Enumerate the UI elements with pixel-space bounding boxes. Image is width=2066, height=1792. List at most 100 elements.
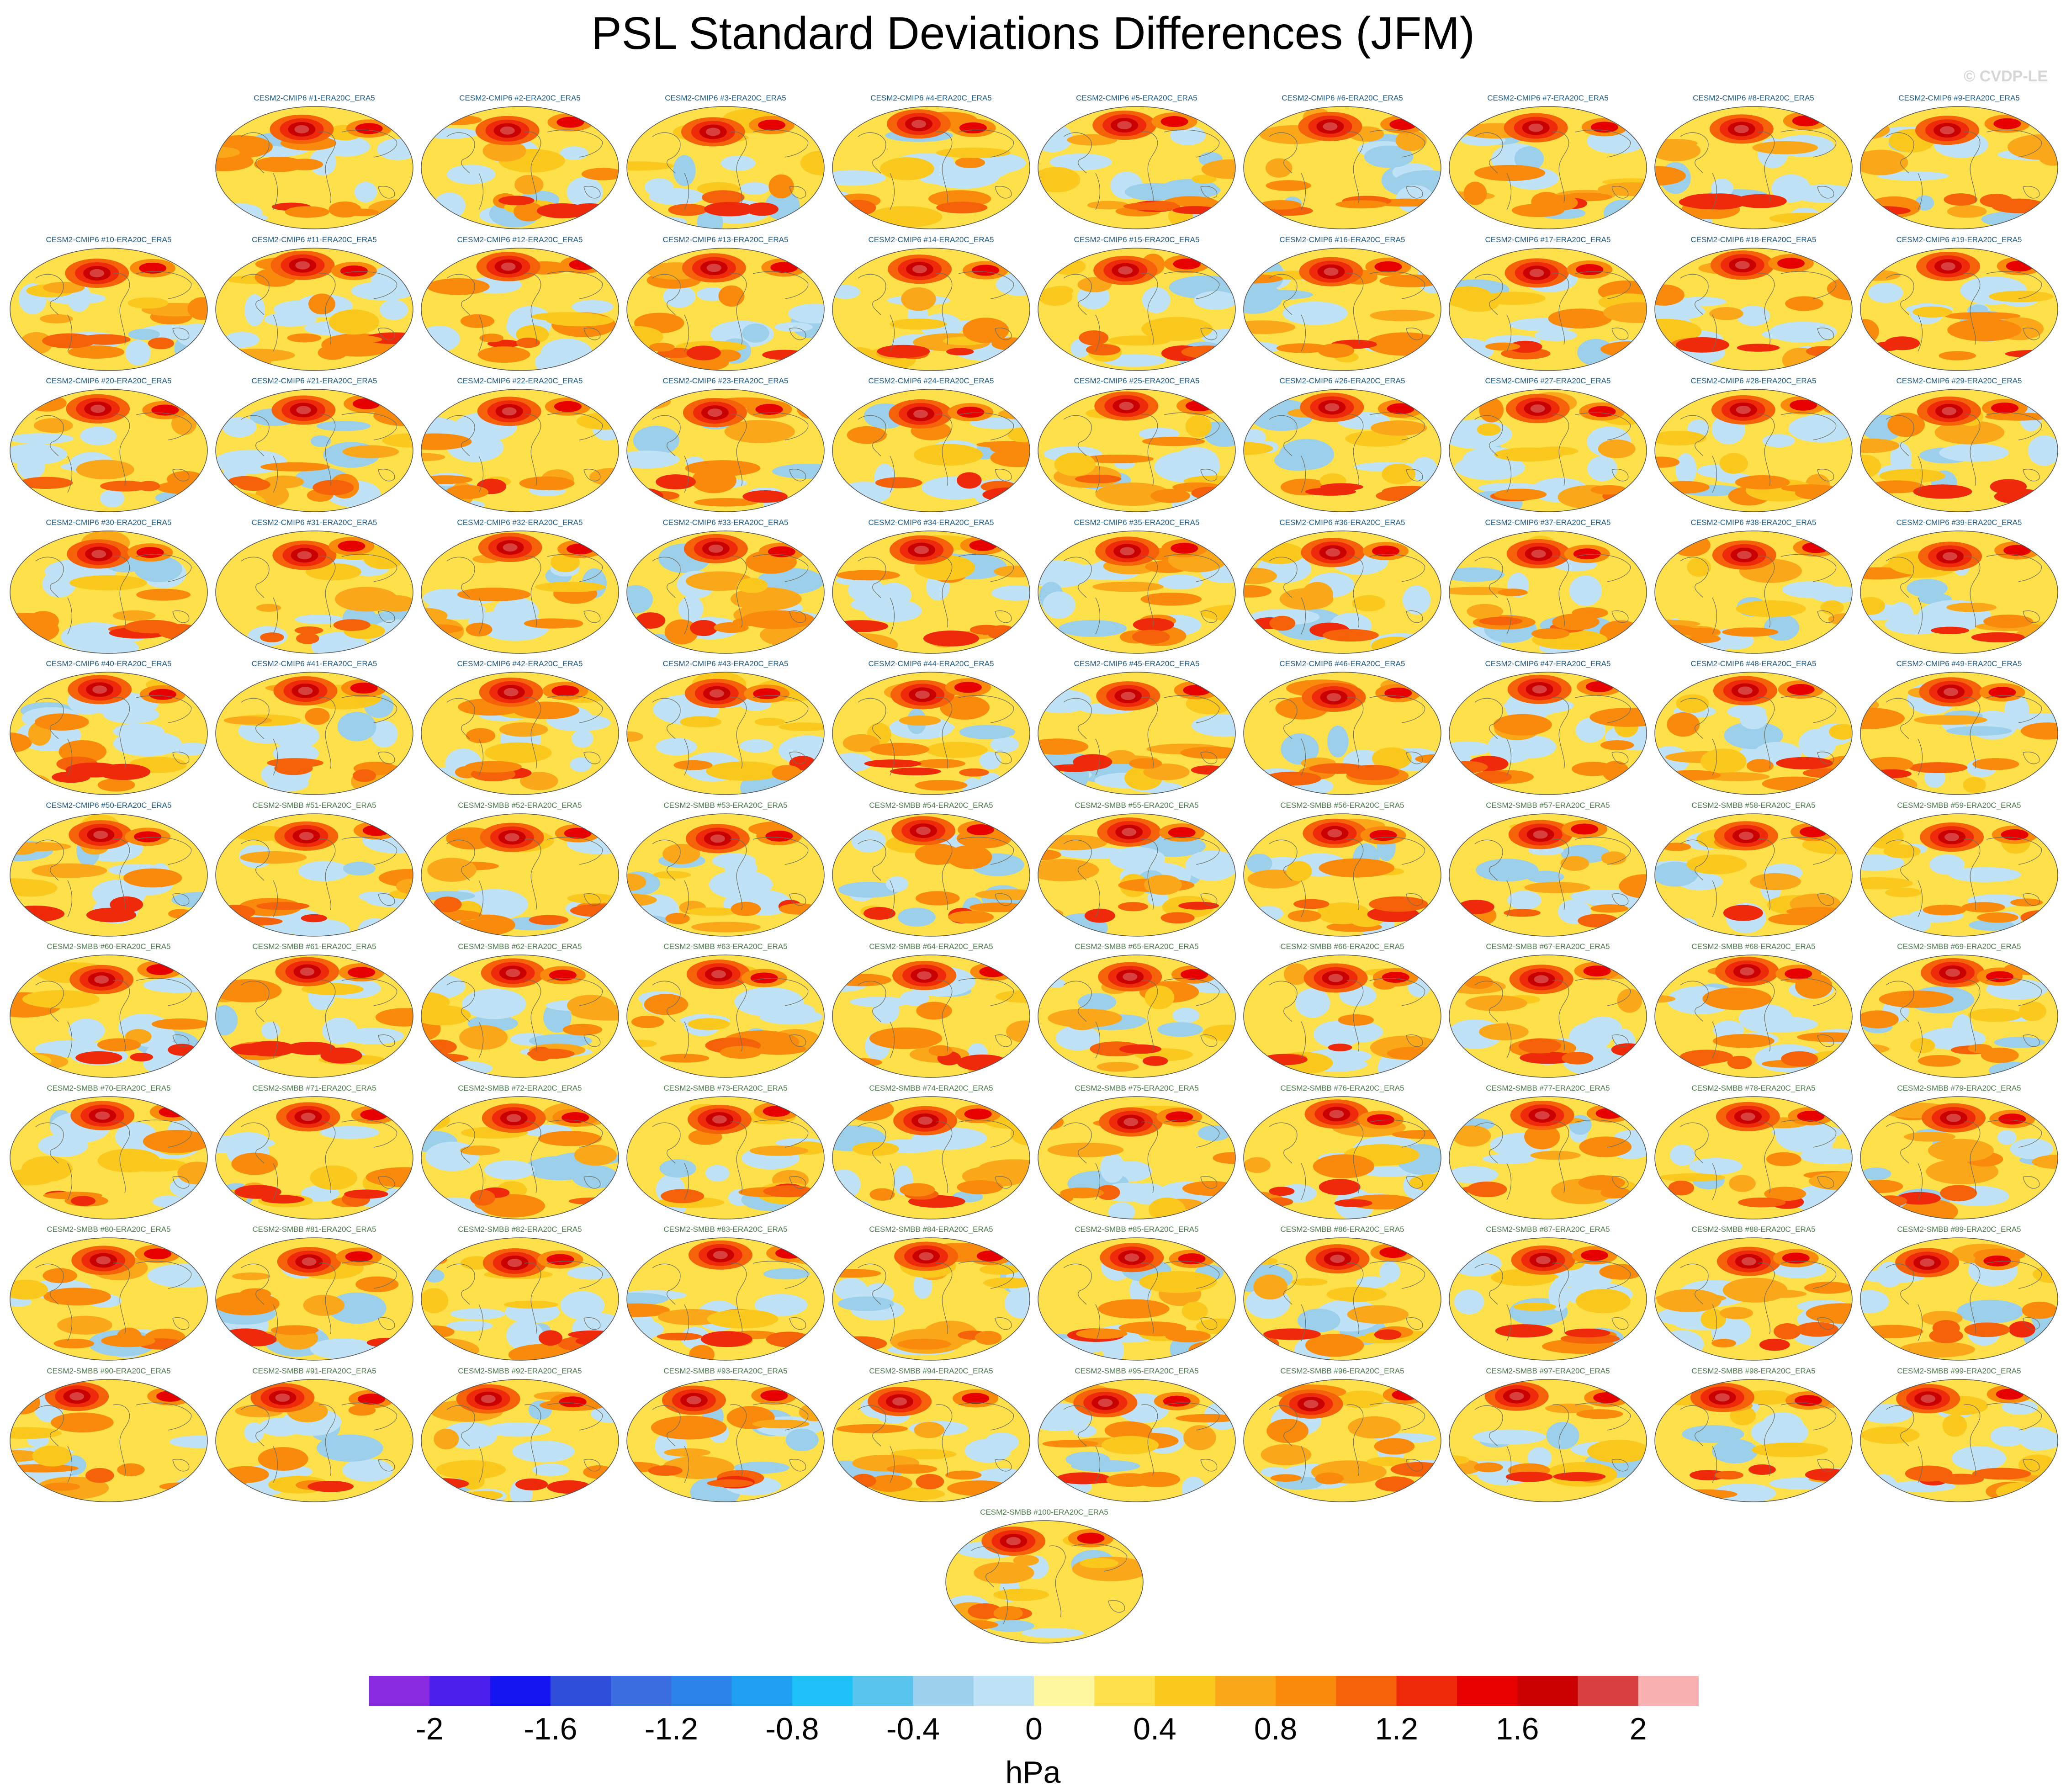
positive-anomaly-patch — [97, 778, 135, 792]
negative-anomaly-patch — [1108, 1202, 1135, 1219]
map-globe — [1654, 530, 1853, 654]
negative-anomaly-patch — [1682, 1425, 1744, 1443]
positive-anomaly-patch — [955, 157, 985, 168]
north-atlantic-maximum — [964, 1108, 992, 1119]
positive-anomaly-patch — [1006, 1020, 1030, 1043]
positive-anomaly-patch — [1600, 1187, 1631, 1198]
negative-anomaly-patch — [697, 209, 723, 229]
map-border — [10, 530, 208, 654]
panel-title: CESM2-CMIP6 #40-ERA20C_ERA5 — [46, 659, 172, 668]
map-globe — [10, 247, 208, 371]
north-atlantic-maximum — [1792, 115, 1820, 127]
map-panel: CESM2-SMBB #97-ERA20C_ERA5 — [1447, 1367, 1648, 1508]
north-pacific-maximum — [1529, 268, 1544, 277]
negative-anomaly-patch — [740, 739, 773, 753]
coastline — [1506, 314, 1511, 351]
coastline — [1918, 1163, 1923, 1200]
panel-title: CESM2-CMIP6 #3-ERA20C_ERA5 — [665, 94, 786, 102]
north-pacific-maximum — [1940, 126, 1955, 135]
positive-anomaly-patch — [1655, 430, 1706, 445]
panel-title: CESM2-SMBB #84-ERA20C_ERA5 — [869, 1225, 993, 1234]
map-border — [1654, 1096, 1853, 1219]
map-globe — [10, 389, 208, 512]
map-panel: CESM2-CMIP6 #5-ERA20C_ERA5 — [1036, 94, 1237, 235]
map-globe — [1243, 106, 1441, 229]
positive-anomaly-patch — [915, 779, 968, 791]
positive-anomaly-patch — [479, 333, 503, 342]
positive-anomaly-patch — [499, 722, 548, 737]
negative-anomaly-patch — [1670, 1144, 1695, 1166]
positive-anomaly-patch — [470, 1189, 495, 1206]
positive-anomaly-patch — [1752, 1442, 1828, 1457]
map-panel: CESM2-CMIP6 #26-ERA20C_ERA5 — [1242, 376, 1443, 518]
north-atlantic-maximum — [1576, 264, 1604, 275]
coastline — [1474, 132, 1503, 174]
map-panel: CESM2-CMIP6 #23-ERA20C_ERA5 — [625, 376, 826, 518]
coastline — [1474, 415, 1503, 456]
positive-anomaly-patch — [1309, 763, 1367, 774]
coastline — [684, 1163, 689, 1200]
negative-anomaly-patch — [1575, 718, 1605, 743]
map-panel: CESM2-SMBB #69-ERA20C_ERA5 — [1859, 942, 2060, 1084]
negative-anomaly-patch — [1454, 1289, 1484, 1315]
positive-anomaly-patch — [720, 1046, 762, 1059]
negative-anomaly-patch — [627, 1293, 668, 1305]
coastline — [1918, 1304, 1923, 1341]
colorbar-tick-label: -2 — [416, 1712, 444, 1746]
map-globe — [1654, 672, 1853, 795]
positive-anomaly-patch — [1912, 306, 1952, 318]
map-border — [10, 954, 208, 1078]
map-globe — [1243, 1096, 1441, 1219]
coastline — [935, 697, 953, 769]
negative-anomaly-patch — [506, 1320, 544, 1351]
positive-anomaly-patch — [1449, 355, 1490, 371]
positive-anomaly-patch — [2033, 1481, 2058, 1502]
north-atlantic-maximum — [1372, 545, 1400, 557]
north-atlantic-maximum — [562, 1112, 589, 1123]
north-atlantic-maximum — [139, 262, 167, 274]
positive-anomaly-patch — [1473, 1462, 1503, 1472]
panel-title: CESM2-CMIP6 #29-ERA20C_ERA5 — [1896, 376, 2022, 385]
map-globe — [1860, 106, 2058, 229]
positive-anomaly-patch — [979, 1264, 1020, 1275]
north-pacific-maximum — [91, 550, 106, 558]
positive-anomaly-patch — [524, 618, 580, 629]
coastline — [35, 1405, 64, 1446]
coastline — [446, 274, 475, 315]
map-globe — [832, 106, 1030, 229]
positive-anomaly-patch — [10, 1450, 42, 1462]
negative-anomaly-patch — [434, 192, 466, 219]
negative-anomaly-patch — [1751, 1417, 1809, 1447]
positive-anomaly-patch — [1675, 337, 1729, 353]
coastline — [789, 893, 806, 906]
coastline — [2023, 1034, 2040, 1047]
positive-anomaly-patch — [1467, 604, 1503, 619]
coastline — [995, 1458, 1012, 1471]
panel-title: CESM2-SMBB #88-ERA20C_ERA5 — [1691, 1225, 1816, 1234]
coastline — [1780, 1119, 1837, 1148]
coastline — [1406, 1176, 1423, 1188]
positive-anomaly-patch — [897, 1338, 951, 1350]
map-panel: CESM2-SMBB #60-ERA20C_ERA5 — [8, 942, 209, 1084]
panel-title: CESM2-CMIP6 #50-ERA20C_ERA5 — [46, 801, 172, 810]
map-border — [832, 813, 1030, 937]
positive-anomaly-patch — [313, 480, 354, 495]
north-pacific-maximum — [686, 1396, 701, 1405]
positive-anomaly-patch — [1885, 336, 1920, 350]
north-pacific-maximum — [1123, 972, 1138, 981]
north-atlantic-maximum — [755, 403, 783, 415]
map-panel: CESM2-SMBB #55-ERA20C_ERA5 — [1036, 801, 1237, 943]
positive-anomaly-patch — [1860, 438, 1900, 453]
positive-anomaly-patch — [57, 1315, 112, 1335]
colorbar-tick-label: -1.2 — [644, 1712, 698, 1746]
positive-anomaly-patch — [1663, 770, 1721, 781]
negative-anomaly-patch — [832, 170, 886, 186]
coastline — [35, 415, 64, 456]
map-globe — [215, 813, 413, 937]
north-pacific-maximum — [503, 688, 519, 696]
north-pacific-maximum — [1118, 266, 1133, 275]
map-globe — [832, 672, 1030, 795]
north-atlantic-maximum — [1991, 402, 2018, 414]
negative-anomaly-patch — [1193, 291, 1235, 310]
map-panel: CESM2-CMIP6 #24-ERA20C_ERA5 — [831, 376, 1032, 518]
